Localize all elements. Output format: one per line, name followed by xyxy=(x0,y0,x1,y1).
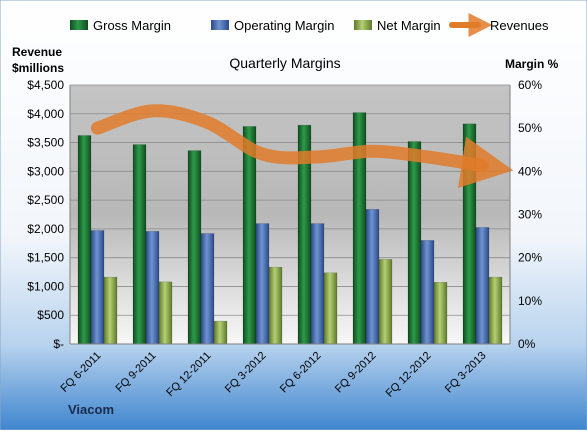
bar-net-margin xyxy=(324,273,337,344)
bar-net-margin xyxy=(269,267,282,344)
y-left-tick-label: $500 xyxy=(37,308,64,322)
bar-net-margin xyxy=(214,321,227,344)
y-right-tick-label: 0% xyxy=(518,337,536,351)
y-left-tick-label: $4,000 xyxy=(27,107,64,121)
bar-net-margin xyxy=(489,277,502,344)
bar-operating-margin xyxy=(421,240,434,344)
bar-operating-margin xyxy=(311,224,324,344)
bar-net-margin xyxy=(379,259,392,344)
legend-label-revenues: Revenues xyxy=(490,18,549,33)
bar-net-margin xyxy=(434,282,447,344)
y-left-tick-label: $- xyxy=(53,337,64,351)
y-left-tick-label: $2,500 xyxy=(27,193,64,207)
legend-swatch-gross-margin xyxy=(70,20,88,30)
bar-operating-margin xyxy=(256,224,269,344)
bar-gross-margin xyxy=(78,136,91,344)
y-right-tick-label: 10% xyxy=(518,294,542,308)
y-right-tick-label: 40% xyxy=(518,164,542,178)
legend-swatch-net-margin xyxy=(354,20,372,30)
legend-label-gross-margin: Gross Margin xyxy=(93,18,171,33)
bar-operating-margin xyxy=(146,231,159,344)
bar-gross-margin xyxy=(133,145,146,344)
y-left-tick-label: $2,000 xyxy=(27,222,64,236)
y-left-tick-label: $4,500 xyxy=(27,78,64,92)
y-right-tick-label: 20% xyxy=(518,251,542,265)
legend-swatch-operating-margin xyxy=(211,20,229,30)
bar-operating-margin xyxy=(91,230,104,344)
y-right-tick-label: 50% xyxy=(518,121,542,135)
y-left-tick-label: $1,000 xyxy=(27,279,64,293)
y-right-tick-label: 30% xyxy=(518,208,542,222)
bar-operating-margin xyxy=(366,209,379,344)
y-left-tick-label: $1,500 xyxy=(27,251,64,265)
bar-operating-margin xyxy=(476,227,489,344)
y-right-tick-label: 60% xyxy=(518,78,542,92)
bar-gross-margin xyxy=(188,151,201,344)
bar-gross-margin xyxy=(243,126,256,344)
y-left-label-line1: Revenue xyxy=(12,45,62,59)
chart-title: Quarterly Margins xyxy=(229,55,340,71)
source-label: Viacom xyxy=(68,402,114,417)
y-left-tick-label: $3,000 xyxy=(27,164,64,178)
bar-gross-margin xyxy=(408,142,421,344)
y-left-label-line2: $millions xyxy=(12,61,64,75)
bar-net-margin xyxy=(104,277,117,344)
legend-label-net-margin: Net Margin xyxy=(377,18,441,33)
legend-label-operating-margin: Operating Margin xyxy=(234,18,334,33)
bar-operating-margin xyxy=(201,233,214,344)
bar-net-margin xyxy=(159,282,172,344)
y-left-tick-label: $3,500 xyxy=(27,136,64,150)
y-right-label: Margin % xyxy=(505,57,559,71)
